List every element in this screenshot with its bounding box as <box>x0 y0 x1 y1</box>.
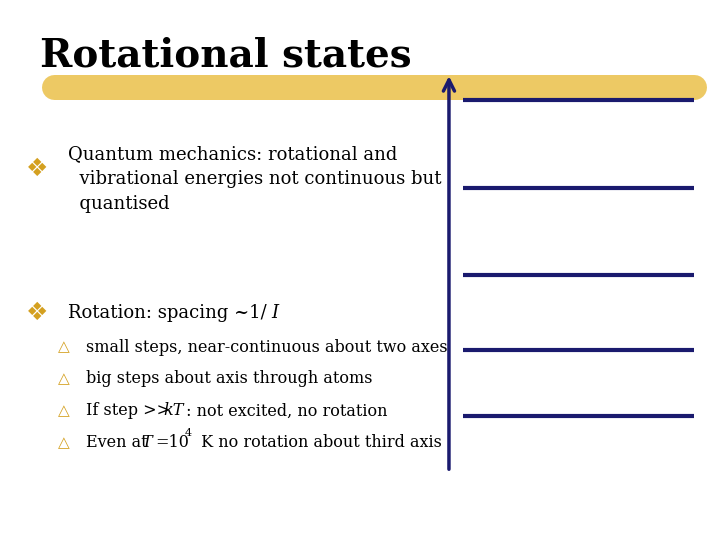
Text: small steps, near-continuous about two axes: small steps, near-continuous about two a… <box>86 339 448 356</box>
Text: △: △ <box>58 403 69 418</box>
Text: △: △ <box>58 372 69 387</box>
Text: K no rotation about third axis: K no rotation about third axis <box>197 434 442 451</box>
Text: Even at: Even at <box>86 434 153 451</box>
Text: △: △ <box>58 340 69 355</box>
Text: T: T <box>141 434 151 451</box>
Text: Rotation: spacing ~1/: Rotation: spacing ~1/ <box>68 303 267 321</box>
Text: I: I <box>271 303 279 321</box>
Text: Rotational states: Rotational states <box>40 36 411 74</box>
Text: ❖: ❖ <box>25 301 48 325</box>
Text: : not excited, no rotation: : not excited, no rotation <box>181 402 387 420</box>
Text: =10: =10 <box>155 434 189 451</box>
Text: △: △ <box>58 435 69 450</box>
Text: Quantum mechanics: rotational and
  vibrational energies not continuous but
  qu: Quantum mechanics: rotational and vibrat… <box>68 145 441 213</box>
Text: big steps about axis through atoms: big steps about axis through atoms <box>86 370 372 388</box>
Text: kT: kT <box>163 402 184 420</box>
Text: ❖: ❖ <box>25 157 48 181</box>
Text: 4: 4 <box>184 428 192 438</box>
Text: If step >>: If step >> <box>86 402 175 420</box>
